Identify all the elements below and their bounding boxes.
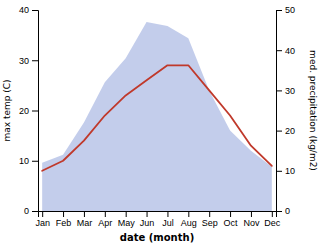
tick: Jul — [162, 211, 174, 228]
tick-mark — [126, 211, 127, 217]
y-axis: 0 10 20 30 40 — [19, 5, 39, 216]
tick-label: 50 — [285, 5, 295, 15]
chart: Jan Feb Mar Apr May Jun Jul Aug Sep Oct Nov Dec 0 10 2… — [0, 0, 318, 247]
tick-mark — [276, 131, 282, 132]
tick-mark — [32, 10, 38, 11]
temperature-line — [42, 65, 272, 171]
tick: 10 — [276, 166, 295, 176]
tick: Mar — [77, 211, 93, 228]
tick-label: Feb — [56, 218, 72, 228]
tick-label: Jun — [140, 218, 155, 228]
tick: 10 — [19, 156, 38, 166]
tick-label: 10 — [285, 166, 295, 176]
tick: Feb — [56, 211, 72, 228]
axis-line — [277, 11, 283, 212]
tick-mark — [167, 211, 168, 217]
tick: 40 — [276, 46, 295, 56]
tick-label: Dec — [264, 218, 281, 228]
tick: Dec — [264, 211, 281, 228]
y-axis-title: max temp (C) — [2, 79, 12, 141]
x-axis-title: date (month) — [120, 232, 194, 243]
tick-label: May — [118, 218, 136, 228]
tick-mark — [188, 211, 189, 217]
tick-label: Apr — [98, 218, 112, 228]
tick: May — [118, 211, 136, 228]
tick-label: Jul — [162, 218, 174, 228]
tick-mark — [105, 211, 106, 217]
tick-mark — [42, 211, 43, 217]
tick-mark — [84, 211, 85, 217]
tick-mark — [276, 50, 282, 51]
tick-label: Nov — [243, 218, 260, 228]
y2-axis-title: med. precipitation (kg/m2) — [308, 50, 318, 171]
tick-label: 30 — [285, 86, 295, 96]
tick-mark — [209, 211, 210, 217]
tick-label: 10 — [19, 156, 29, 166]
tick-mark — [276, 10, 282, 11]
tick-label: 40 — [19, 5, 29, 15]
tick-mark — [147, 211, 148, 217]
tick-label: 20 — [285, 126, 295, 136]
axis-line — [32, 11, 39, 212]
tick: 0 — [276, 206, 290, 216]
tick-label: 0 — [285, 206, 290, 216]
tick-label: Sep — [202, 218, 218, 228]
tick-label: Jan — [35, 218, 50, 228]
tick-mark — [32, 111, 38, 112]
tick-label: Oct — [224, 218, 239, 228]
tick: Oct — [224, 211, 239, 228]
plot: Jan Feb Mar Apr May Jun Jul Aug Sep Oct Nov Dec 0 10 2… — [19, 5, 295, 228]
tick: 0 — [24, 206, 38, 216]
axis-line — [39, 212, 277, 218]
tick-label: 40 — [285, 46, 295, 56]
tick-mark — [32, 211, 38, 212]
tick-mark — [230, 211, 231, 217]
tick: 30 — [19, 56, 38, 66]
tick-mark — [63, 211, 64, 217]
tick-label: Mar — [77, 218, 93, 228]
tick: 40 — [19, 5, 38, 15]
tick-mark — [32, 161, 38, 162]
tick-mark — [272, 211, 273, 217]
tick: Jun — [140, 211, 155, 228]
tick: Aug — [181, 211, 197, 228]
tick: 30 — [276, 86, 295, 96]
tick-mark — [276, 171, 282, 172]
tick-label: 0 — [24, 206, 29, 216]
tick: Nov — [243, 211, 260, 228]
tick: Sep — [202, 211, 218, 228]
tick-mark — [276, 90, 282, 91]
y2-axis: 0 10 20 30 40 50 — [276, 5, 295, 216]
tick: Jan — [35, 211, 50, 228]
precipitation-area — [42, 22, 272, 211]
tick-label: 20 — [19, 106, 29, 116]
tick: 50 — [276, 5, 295, 15]
tick-mark — [32, 60, 38, 61]
tick-label: Aug — [181, 218, 197, 228]
tick: Apr — [98, 211, 112, 228]
tick-label: 30 — [19, 56, 29, 66]
x-axis: Jan Feb Mar Apr May Jun Jul Aug Sep Oct Nov Dec — [35, 211, 280, 228]
tick: 20 — [276, 126, 295, 136]
tick: 20 — [19, 106, 38, 116]
tick-mark — [276, 211, 282, 212]
marks — [42, 22, 272, 211]
tick-mark — [251, 211, 252, 217]
